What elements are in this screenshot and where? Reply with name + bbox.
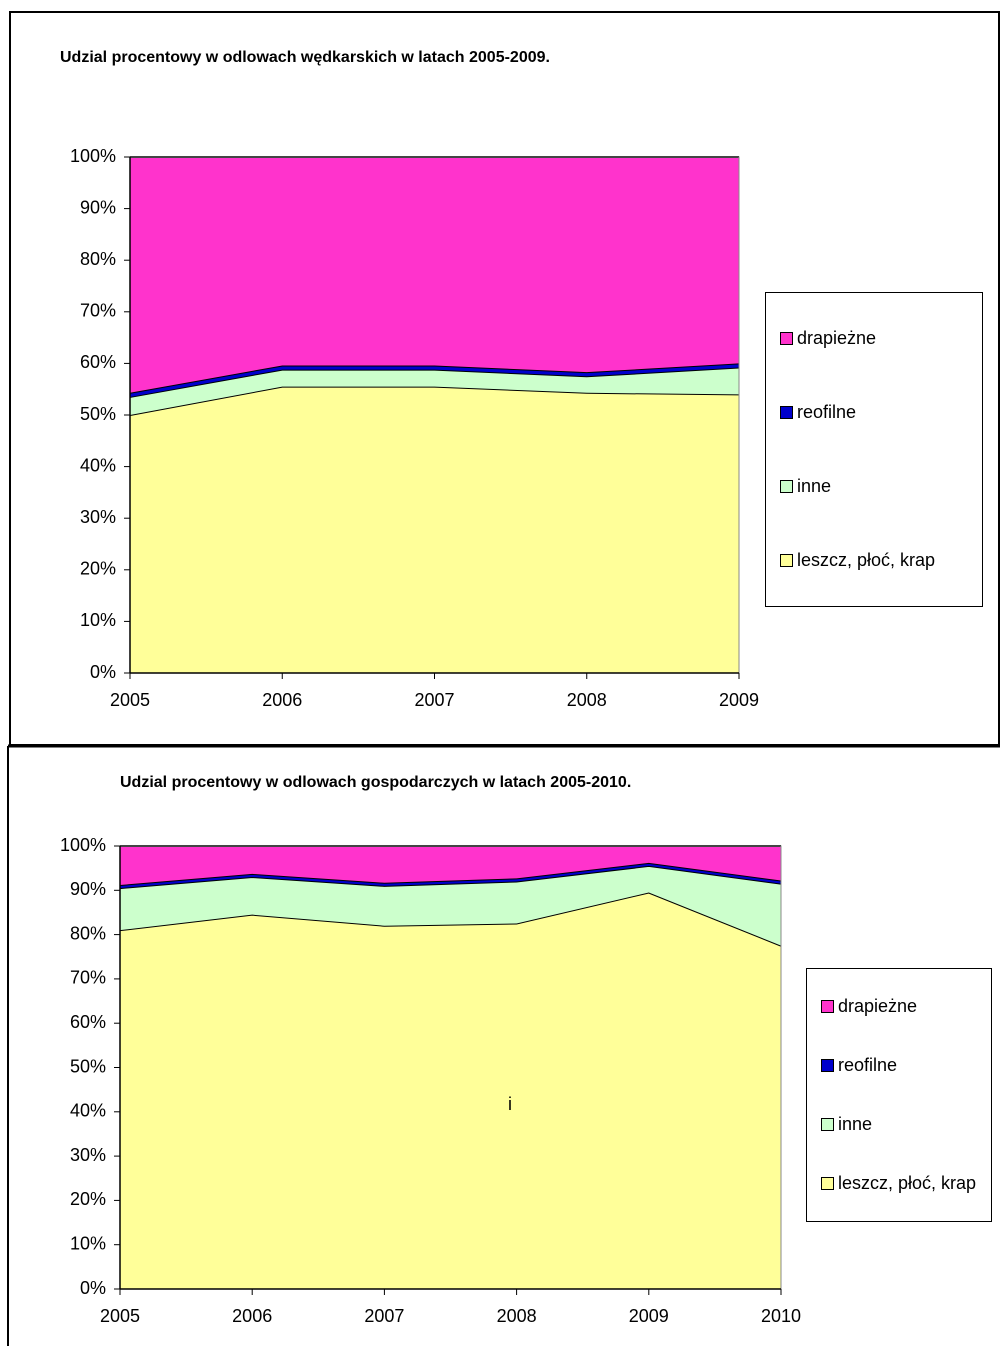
area <box>120 892 781 1289</box>
y-tick-label: 100% <box>70 146 116 166</box>
x-tick-label: 2008 <box>497 1306 537 1326</box>
y-tick-label: 20% <box>70 1189 106 1209</box>
legend-label: leszcz, płoć, krap <box>797 550 936 571</box>
y-tick-label: 30% <box>80 507 116 527</box>
legend-item: leszcz, płoć, krap <box>780 550 968 571</box>
legend-item: inne <box>821 1114 977 1135</box>
legend-label: inne <box>838 1114 873 1134</box>
x-tick-label: 2005 <box>110 690 150 710</box>
x-tick-label: 2005 <box>100 1306 140 1326</box>
x-tick-label: 2009 <box>719 690 759 710</box>
area <box>120 865 781 946</box>
legend-item: leszcz, płoć, krap <box>821 1173 977 1194</box>
legend-item: reofilne <box>821 1055 977 1076</box>
x-tick-label: 2009 <box>629 1306 669 1326</box>
y-tick-label: 30% <box>70 1145 106 1165</box>
y-tick-label: 90% <box>70 879 106 899</box>
legend-swatch <box>780 554 793 568</box>
legend: drapieżne reofilne inne leszcz, płoć, krap <box>806 968 992 1222</box>
y-tick-label: 0% <box>80 1278 106 1298</box>
legend: drapieżne reofilne inne leszcz, płoć, krap <box>765 292 983 607</box>
y-tick-label: 10% <box>70 1233 106 1253</box>
annotation: i <box>508 1094 512 1114</box>
y-tick-label: 70% <box>70 968 106 988</box>
legend-label: drapieżne <box>797 327 877 348</box>
area <box>130 157 739 393</box>
x-tick-label: 2006 <box>262 690 302 710</box>
legend-label: reofilne <box>797 401 857 422</box>
y-tick-label: 40% <box>80 455 116 475</box>
y-tick-label: 90% <box>80 197 116 217</box>
legend-item: reofilne <box>780 402 968 423</box>
legend-label: reofilne <box>838 1055 898 1075</box>
x-tick-label: 2007 <box>364 1306 404 1326</box>
area <box>120 846 781 885</box>
x-tick-label: 2010 <box>761 1306 801 1326</box>
y-tick-label: 80% <box>70 923 106 943</box>
legend-swatch <box>780 405 793 419</box>
y-tick-label: 60% <box>80 352 116 372</box>
y-tick-label: 50% <box>70 1056 106 1076</box>
y-tick-label: 20% <box>80 559 116 579</box>
legend-swatch <box>780 331 793 345</box>
legend-item: drapieżne <box>821 996 977 1017</box>
x-tick-label: 2007 <box>414 690 454 710</box>
area <box>130 367 739 415</box>
area <box>120 862 781 889</box>
y-tick-label: 50% <box>80 404 116 424</box>
legend-swatch <box>780 480 793 494</box>
legend-item: drapieżne <box>780 328 968 349</box>
legend-swatch <box>821 1118 834 1131</box>
y-tick-label: 40% <box>70 1101 106 1121</box>
x-tick-label: 2006 <box>232 1306 272 1326</box>
chart-title: Udzial procentowy w odlowach wędkarskich… <box>60 49 550 66</box>
legend-label: leszcz, płoć, krap <box>838 1173 977 1193</box>
legend-swatch <box>821 1177 834 1190</box>
legend-label: inne <box>797 476 832 497</box>
y-tick-label: 100% <box>60 835 106 855</box>
y-tick-label: 70% <box>80 301 116 321</box>
y-tick-label: 80% <box>80 249 116 269</box>
y-tick-label: 0% <box>90 662 116 682</box>
legend-swatch <box>821 1059 834 1072</box>
chart-title: Udzial procentowy w odlowach gospodarczy… <box>120 774 631 791</box>
x-tick-label: 2008 <box>567 690 607 710</box>
y-tick-label: 10% <box>80 610 116 630</box>
area <box>130 386 739 673</box>
y-tick-label: 60% <box>70 1012 106 1032</box>
legend-item: inne <box>780 476 968 497</box>
legend-label: drapieżne <box>838 996 918 1016</box>
legend-swatch <box>821 1000 834 1013</box>
